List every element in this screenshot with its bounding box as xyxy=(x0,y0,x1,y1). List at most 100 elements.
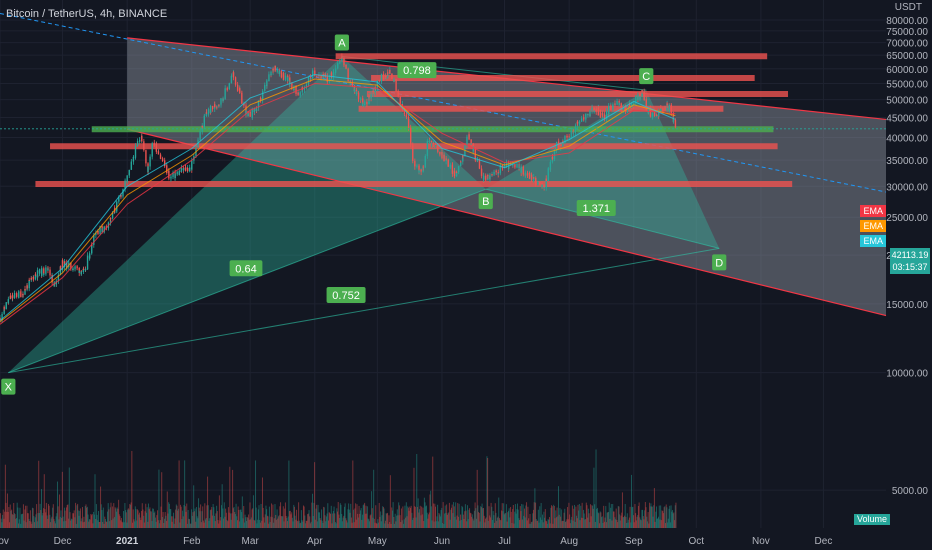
candle-body xyxy=(468,134,470,140)
candle-body xyxy=(393,79,395,82)
volume-bar xyxy=(519,520,521,528)
volume-bar xyxy=(188,518,190,528)
candle-body xyxy=(585,113,587,115)
candle-body xyxy=(566,136,568,138)
candle-body xyxy=(641,90,643,93)
volume-bar xyxy=(561,521,563,528)
candle-body xyxy=(455,171,458,173)
candle-body xyxy=(230,75,233,79)
volume-bar xyxy=(634,504,636,528)
volume-bar xyxy=(215,513,217,528)
candle-body xyxy=(245,111,247,115)
pattern-xd-line xyxy=(8,247,720,374)
candle-body xyxy=(124,181,126,190)
volume-bar xyxy=(14,514,16,528)
volume-bar xyxy=(233,507,235,528)
volume-bar xyxy=(155,521,157,528)
volume-bar xyxy=(391,510,393,528)
candle-body xyxy=(243,103,245,106)
volume-bar xyxy=(556,507,558,528)
candle-body xyxy=(530,174,533,181)
candle-body xyxy=(178,170,180,175)
candle-body xyxy=(297,92,299,96)
volume-bar xyxy=(332,510,334,528)
candle-body xyxy=(674,119,677,128)
volume-bar xyxy=(102,521,104,528)
volume-bar xyxy=(209,510,211,528)
volume-bar xyxy=(129,504,131,528)
volume-bar xyxy=(124,503,126,528)
volume-bar xyxy=(375,505,377,528)
volume-bar xyxy=(383,508,385,528)
volume-bar xyxy=(477,505,479,528)
volume-bar xyxy=(147,521,149,528)
candle-body xyxy=(68,262,70,264)
candle-body xyxy=(174,174,176,179)
pattern-xb-line xyxy=(8,188,486,374)
candle-body xyxy=(170,176,172,178)
candle-body xyxy=(232,72,235,78)
candle-body xyxy=(395,83,397,91)
volume-bar xyxy=(385,513,387,528)
volume-bar xyxy=(407,506,409,528)
volume-bar xyxy=(125,510,127,528)
volume-bar xyxy=(170,516,172,528)
volume-bar xyxy=(607,512,609,528)
volume-bar xyxy=(161,472,163,528)
candle-body xyxy=(589,110,591,117)
volume-bar xyxy=(521,519,523,528)
volume-bar xyxy=(60,510,62,528)
volume-bar xyxy=(428,512,430,528)
candle-body xyxy=(70,262,72,268)
volume-bar xyxy=(214,521,216,528)
volume-bar xyxy=(144,511,146,528)
volume-bar xyxy=(9,504,11,528)
pattern-point-X-text: X xyxy=(5,382,13,394)
candle-body xyxy=(432,142,435,145)
volume-bar xyxy=(527,506,529,528)
volume-bar xyxy=(442,502,444,528)
candle-body xyxy=(574,127,577,134)
volume-bar xyxy=(93,511,95,528)
candle-body xyxy=(247,113,249,116)
candle-body xyxy=(199,131,201,133)
volume-bar xyxy=(113,503,115,528)
volume-bar xyxy=(587,517,589,528)
volume-bar xyxy=(178,460,180,528)
volume-bar xyxy=(576,515,578,528)
candle-body xyxy=(537,184,539,186)
volume-bar xyxy=(291,517,293,528)
candle-body xyxy=(543,184,545,188)
volume-bar xyxy=(501,503,503,528)
volume-bar xyxy=(275,514,277,528)
volume-bar xyxy=(182,510,184,528)
volume-bar xyxy=(240,509,242,528)
candle-body xyxy=(118,198,120,202)
volume-bar xyxy=(298,502,300,528)
volume-bar xyxy=(632,506,634,528)
volume-bar xyxy=(241,496,243,528)
volume-bar xyxy=(102,507,104,528)
candle-body xyxy=(485,179,487,181)
volume-bar xyxy=(345,518,347,528)
candle-body xyxy=(274,65,276,71)
candle-body xyxy=(286,77,289,82)
volume-bar xyxy=(389,475,391,528)
volume-bar xyxy=(326,513,328,528)
volume-bar xyxy=(254,520,256,528)
volume-bar xyxy=(472,518,474,528)
candle-body xyxy=(264,85,266,89)
volume-bar xyxy=(0,513,1,528)
candle-body xyxy=(276,70,278,72)
volume-bar xyxy=(550,507,552,528)
volume-bar xyxy=(177,510,179,528)
volume-bar xyxy=(2,514,4,528)
candle-body xyxy=(124,180,126,182)
volume-bar xyxy=(646,516,648,528)
volume-bar xyxy=(111,506,113,528)
volume-bar xyxy=(649,506,651,528)
volume-bar xyxy=(29,520,31,528)
volume-bar xyxy=(366,513,368,528)
volume-bar xyxy=(599,523,601,528)
